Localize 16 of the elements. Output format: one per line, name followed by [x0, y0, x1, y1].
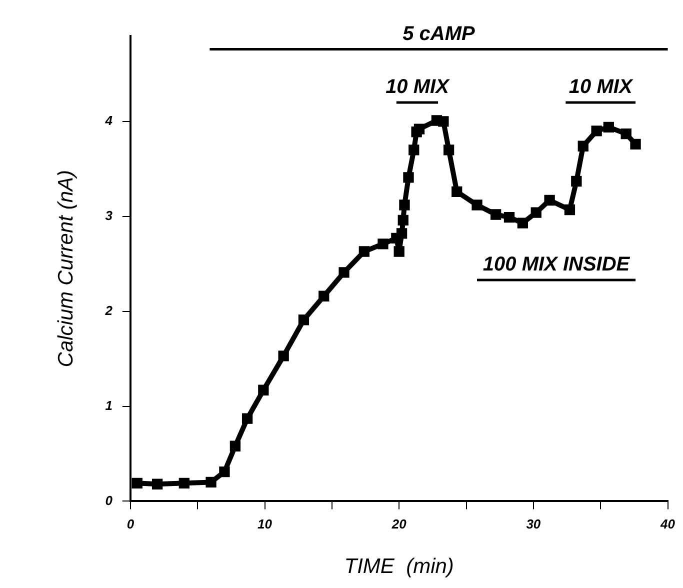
series-label: 10 MIX — [386, 76, 451, 98]
x-tick-label: 0 — [126, 516, 135, 532]
y-tick-label: 0 — [105, 492, 114, 508]
x-tick-label: 10 — [258, 516, 273, 532]
y-tick-label: 4 — [104, 113, 114, 128]
series-label: 100 MIX INSIDE — [482, 254, 630, 276]
series-label: 10 MIX — [568, 76, 634, 98]
x-tick-label: 30 — [526, 516, 542, 532]
y-tick-label: 3 — [105, 208, 114, 223]
x-tick-label: 20 — [390, 516, 408, 532]
y-tick-label: 2 — [104, 302, 114, 318]
x-tick-label: 40 — [660, 516, 676, 532]
y-tick-label: 1 — [105, 398, 112, 413]
series-label: 5 cAMP — [402, 22, 476, 45]
x-axis-title: TIME (min) — [344, 555, 454, 578]
y-axis-title: Calcium Current (nA) — [54, 170, 78, 368]
